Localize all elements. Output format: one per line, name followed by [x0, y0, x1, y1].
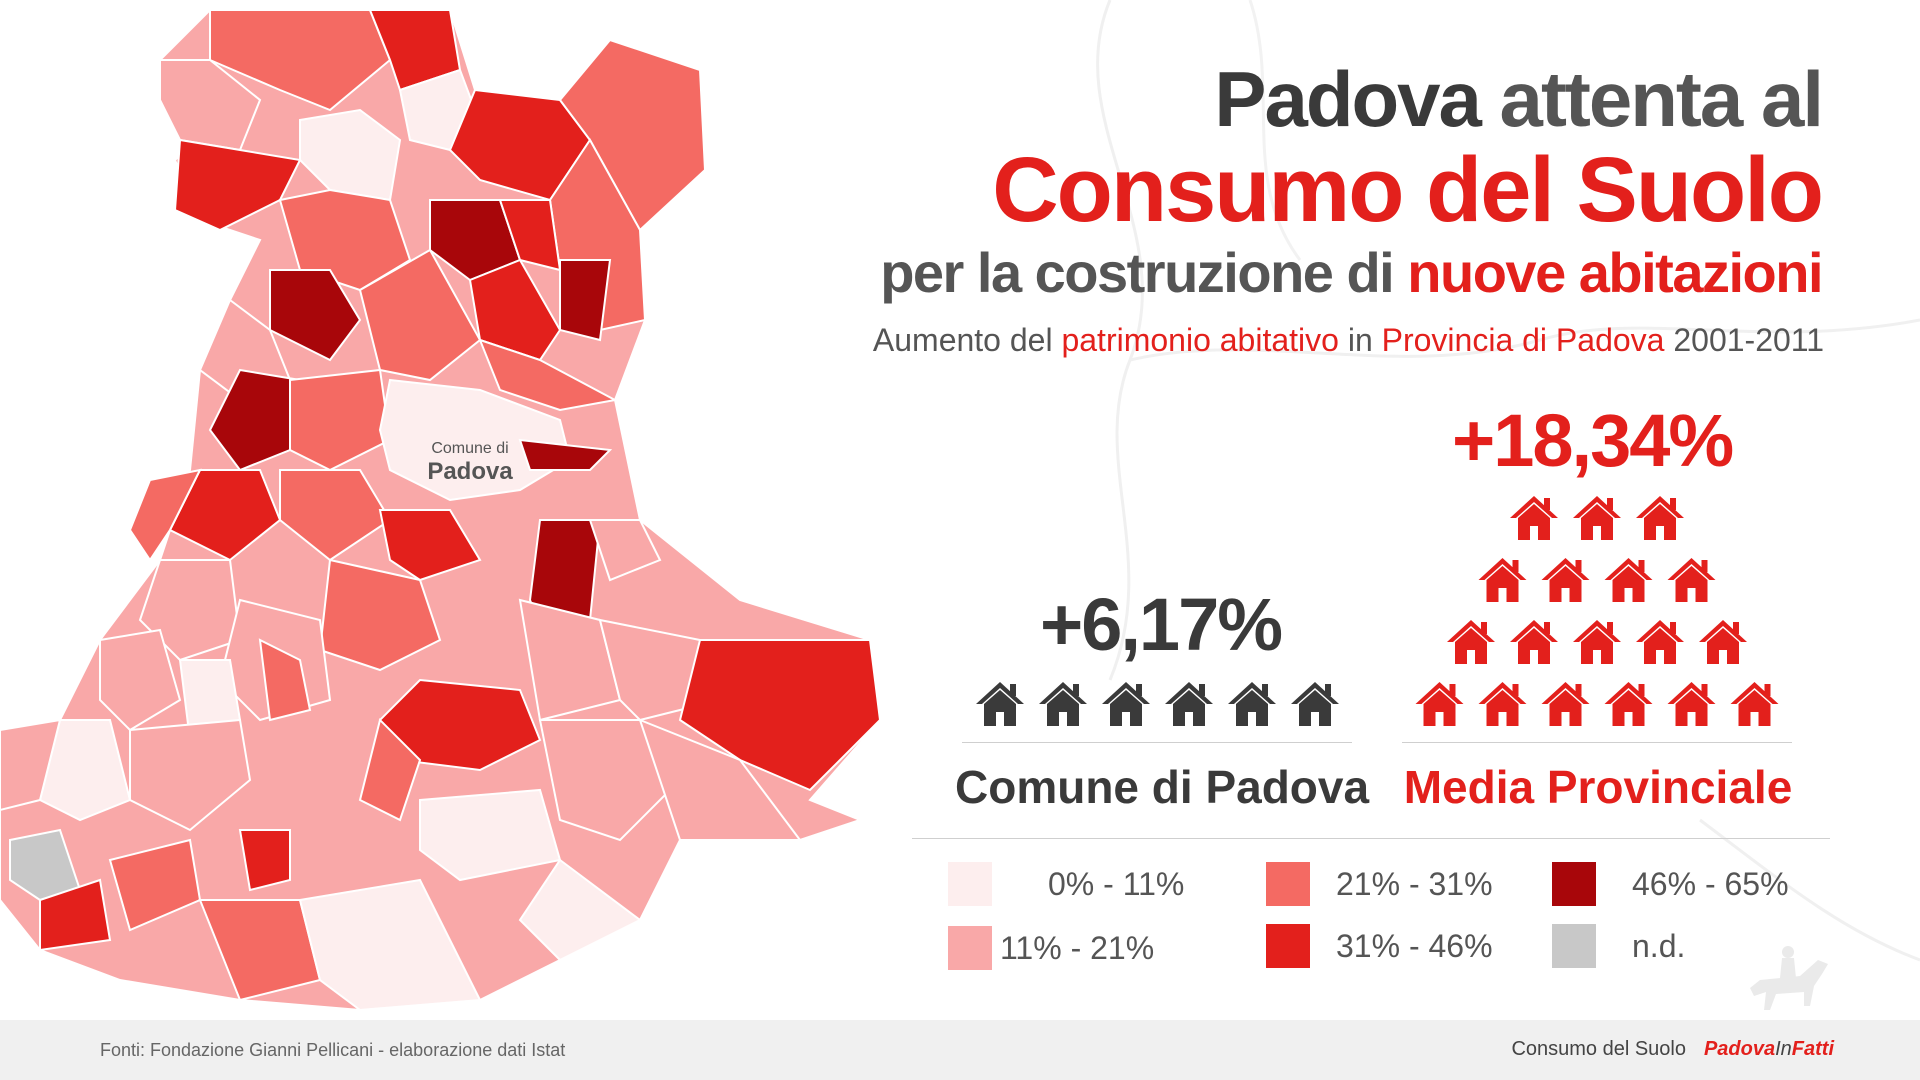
legend-swatch	[948, 862, 992, 906]
footer-source: Fonti: Fondazione Gianni Pellicani - ela…	[100, 1040, 566, 1060]
separator-legend	[912, 838, 1830, 839]
legend-label: 0% - 11%	[1048, 865, 1185, 902]
horse-rider-icon	[1750, 946, 1828, 1010]
percentage-comune-padova: +6,17%	[1040, 583, 1283, 666]
brand-part1: Padova	[1703, 1038, 1776, 1060]
title-padova: Padova	[1214, 55, 1481, 143]
separator-padova	[962, 742, 1352, 743]
label-comune-padova: Comune di Padova	[955, 761, 1370, 813]
title-line3-red: nuove abitazioni	[1407, 241, 1823, 304]
subtitle-part1: Aumento del	[872, 322, 1062, 358]
subtitle: Aumento del patrimonio abitativo in Prov…	[873, 322, 1824, 359]
footer-brand-logo: PadovaInFatti	[1704, 1038, 1834, 1061]
brand-part2: In	[1775, 1038, 1792, 1060]
title-line2: Consumo del Suolo	[992, 139, 1824, 241]
legend-item-21-31: 21% - 31%	[1266, 862, 1493, 906]
legend-label: 46% - 65%	[1632, 865, 1789, 902]
legend-item-46-65: 46% - 65%	[1552, 862, 1789, 906]
legend-swatch	[1266, 924, 1310, 968]
legend-swatch	[948, 926, 992, 970]
title-line1: Padova attenta al	[1214, 54, 1824, 145]
province-choropleth-map	[0, 9, 882, 1012]
legend-label: 31% - 46%	[1336, 927, 1493, 964]
legend-item-0-11: 0% - 11%	[948, 862, 1184, 906]
subtitle-red2: Provincia di Padova	[1381, 322, 1665, 358]
subtitle-part3: 2001-2011	[1664, 322, 1824, 358]
footer-topic: Consumo del Suolo	[1511, 1038, 1686, 1060]
subtitle-red1: patrimonio abitativo	[1061, 322, 1339, 358]
label-media-provinciale: Media Provinciale	[1403, 761, 1793, 813]
legend-label: n.d.	[1632, 927, 1686, 964]
title-line3-part1: per la costruzione di	[880, 241, 1408, 304]
legend-item-31-46: 31% - 46%	[1266, 924, 1493, 968]
percentage-media-provinciale: +18,34%	[1452, 399, 1734, 482]
legend-swatch	[1266, 862, 1310, 906]
map-label-big: Padova	[427, 458, 513, 485]
map-label-comune-padova: Comune di Padova	[420, 440, 520, 486]
legend-item-11-21: 11% - 21%	[948, 926, 1154, 970]
legend-swatch	[1552, 862, 1596, 906]
title-line3: per la costruzione di nuove abitazioni	[880, 240, 1823, 305]
map-label-small: Comune di	[431, 440, 509, 457]
title-attenta: attenta al	[1479, 55, 1824, 143]
separator-provincia	[1402, 742, 1792, 743]
subtitle-part2: in	[1338, 322, 1382, 358]
legend-label: 21% - 31%	[1336, 865, 1493, 902]
legend-label: 11% - 21%	[1000, 929, 1155, 966]
legend-item-nd: n.d.	[1552, 924, 1685, 968]
legend-swatch	[1552, 924, 1596, 968]
footer-bar	[0, 1020, 1920, 1080]
brand-part3: Fatti	[1791, 1038, 1834, 1060]
